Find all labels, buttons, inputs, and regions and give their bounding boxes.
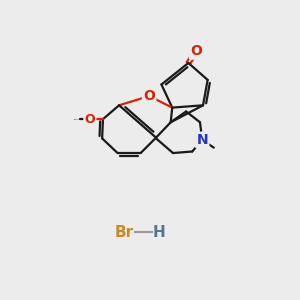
Text: methoxy: methoxy bbox=[74, 118, 80, 120]
Text: Br: Br bbox=[115, 225, 134, 240]
Text: N: N bbox=[196, 133, 208, 147]
Text: O: O bbox=[85, 113, 95, 126]
Text: H: H bbox=[153, 225, 166, 240]
Text: O: O bbox=[190, 44, 202, 58]
Text: O: O bbox=[143, 89, 155, 103]
